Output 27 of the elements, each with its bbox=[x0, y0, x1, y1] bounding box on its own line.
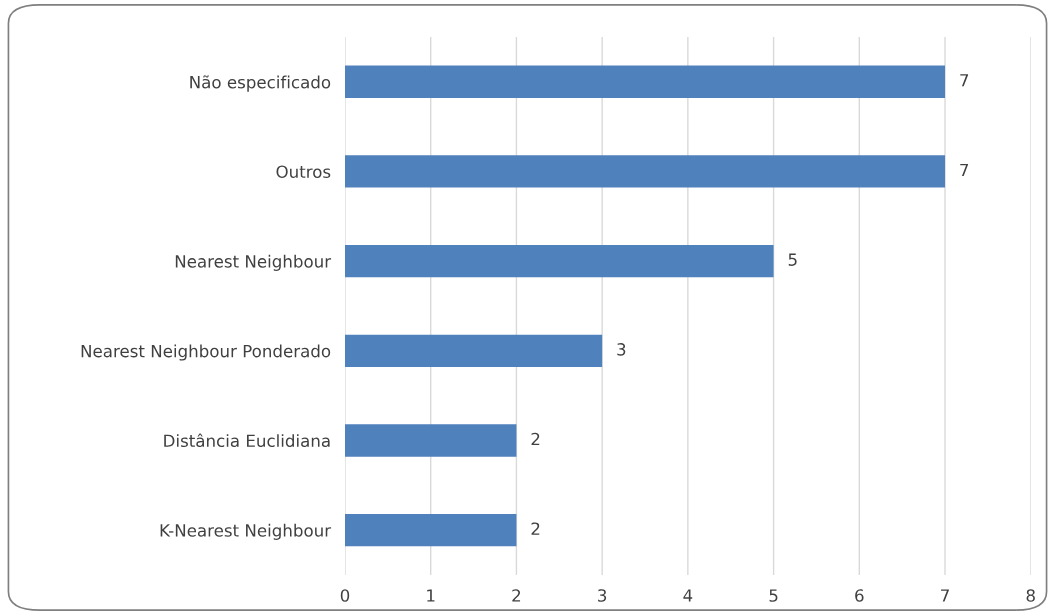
x-tick-label: 1 bbox=[427, 589, 435, 602]
y-tick-label: Nearest Neighbour Ponderado bbox=[81, 344, 331, 361]
bar bbox=[344, 65, 946, 98]
y-tick-label: K-Nearest Neighbour bbox=[160, 523, 332, 540]
y-tick-label: Outros bbox=[276, 165, 331, 178]
data-label: 7 bbox=[960, 163, 969, 177]
bar bbox=[344, 155, 946, 188]
x-tick-label: 0 bbox=[340, 589, 350, 602]
bar bbox=[344, 244, 774, 278]
x-tick-label: 4 bbox=[683, 589, 693, 602]
data-label: 3 bbox=[617, 343, 626, 356]
x-tick-label: 5 bbox=[769, 589, 778, 602]
data-label: 7 bbox=[960, 74, 969, 87]
y-tick-label: Nearest Neighbour bbox=[175, 254, 332, 271]
x-tick-label: 8 bbox=[1026, 589, 1035, 602]
data-label: 2 bbox=[531, 522, 540, 535]
x-tick-label: 7 bbox=[941, 589, 949, 602]
y-tick-label: Não especificado bbox=[190, 75, 331, 92]
x-tick-label: 3 bbox=[598, 589, 607, 602]
data-label: 2 bbox=[531, 432, 540, 446]
bar bbox=[344, 424, 517, 457]
bar bbox=[344, 514, 517, 547]
bar bbox=[344, 334, 603, 367]
x-tick-label: 2 bbox=[512, 589, 521, 602]
x-tick-label: 6 bbox=[855, 589, 864, 602]
y-tick-label: Distância Euclidiana bbox=[164, 433, 330, 448]
data-label: 5 bbox=[788, 253, 797, 266]
